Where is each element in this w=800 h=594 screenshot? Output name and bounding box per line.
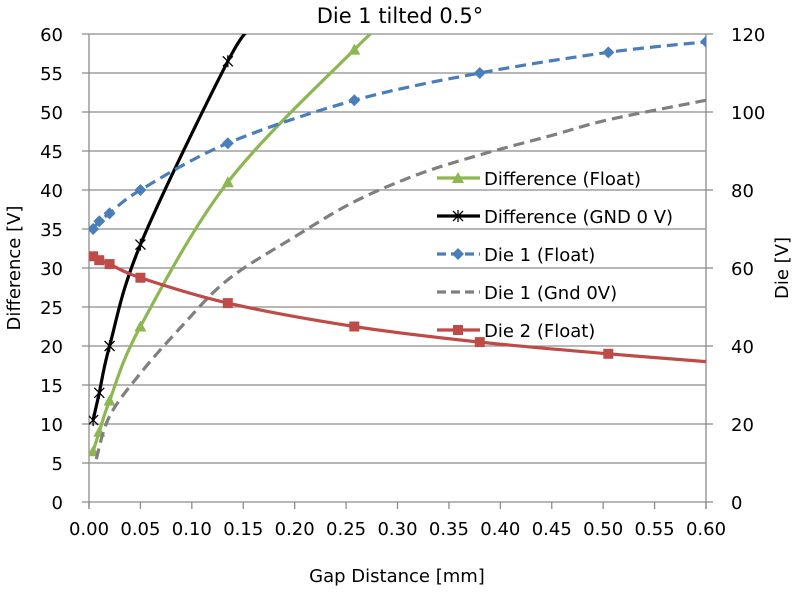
legend-marker (452, 172, 464, 183)
y2-tick-labels: 0 20 40 60 80 100 120 (731, 25, 765, 514)
x-tick-label: 0.05 (120, 519, 160, 540)
series-die-2-float (89, 251, 706, 364)
x-tick-label: 0.35 (429, 519, 469, 540)
legend-item: Die 1 (Float) (437, 245, 595, 266)
data-point (134, 184, 147, 196)
y-tick-label: 35 (40, 220, 63, 241)
data-point (603, 348, 614, 359)
data-point (89, 251, 99, 262)
legend-item: Die 1 (Gnd 0V) (437, 283, 617, 304)
series-die-1-gnd-0v (94, 98, 706, 460)
y-tick-label: 50 (40, 103, 63, 124)
data-point (103, 207, 116, 220)
y-tick-label: 60 (40, 25, 63, 46)
y-tick-label: 5 (52, 454, 63, 475)
data-point (104, 259, 115, 270)
legend-item: Difference (Float) (437, 169, 641, 190)
data-point (222, 55, 234, 68)
y-tick-label: 55 (40, 64, 63, 85)
data-point (103, 394, 116, 406)
y-tick-label: 20 (40, 337, 63, 358)
series-line (94, 98, 706, 460)
y-tick-label: 25 (40, 298, 63, 319)
y-tick-label: 15 (40, 376, 63, 397)
axes (88, 33, 713, 509)
series-layer (89, 34, 706, 460)
legend-label: Die 1 (Float) (484, 245, 595, 266)
data-point (473, 67, 486, 79)
y-tick-label: 45 (40, 142, 63, 163)
data-point (134, 238, 146, 251)
y-tick-label: 40 (40, 181, 63, 202)
x-tick-label: 0.55 (635, 519, 675, 540)
legend-label: Difference (Float) (484, 169, 641, 190)
x-tick-label: 0.10 (172, 519, 212, 540)
x-axis-title: Gap Distance [mm] (309, 566, 485, 587)
y-tick-labels: 0 5 10 15 20 25 30 35 40 45 50 55 60 (40, 25, 63, 514)
y-tick-label: 30 (40, 259, 63, 280)
y2-tick-label: 0 (731, 493, 742, 514)
series-line (91, 40, 706, 230)
x-tick-label: 0.40 (480, 519, 520, 540)
legend-marker (452, 210, 464, 222)
y-tick-label: 0 (52, 493, 63, 514)
series-line (91, 34, 247, 421)
legend-marker (453, 325, 463, 335)
legend-label: Difference (GND 0 V) (484, 207, 673, 228)
y2-tick-label: 100 (731, 103, 765, 124)
x-tick-label: 0.60 (686, 519, 726, 540)
data-point (104, 340, 116, 352)
data-point (134, 320, 147, 332)
y-tick-label: 10 (40, 415, 63, 436)
x-tick-label: 0.25 (326, 519, 366, 540)
x-tick-label: 0.50 (583, 519, 623, 540)
data-point (89, 414, 99, 427)
legend-item: Die 2 (Float) (437, 321, 595, 342)
y2-axis-title: Die [V] (772, 237, 793, 299)
grid (82, 33, 706, 503)
data-point (135, 272, 146, 283)
series-difference-gnd-0-v (89, 34, 247, 427)
y2-tick-label: 40 (731, 337, 754, 358)
x-tick-labels: 0.00 0.05 0.10 0.15 0.20 0.25 0.30 0.35 0.40 0.45… (69, 519, 726, 540)
legend: Difference (Float) Difference (GND 0 V) Di… (437, 169, 673, 342)
data-point (348, 94, 361, 107)
data-point (93, 386, 105, 399)
data-point (89, 223, 100, 235)
y2-tick-label: 80 (731, 181, 754, 202)
data-point (349, 321, 360, 332)
series-difference-float (89, 34, 373, 457)
x-tick-label: 0.30 (377, 519, 417, 540)
legend-marker (452, 248, 464, 260)
x-tick-label: 0.20 (275, 519, 315, 540)
y2-tick-label: 20 (731, 415, 754, 436)
y2-tick-label: 60 (731, 259, 754, 280)
legend-label: Die 2 (Float) (484, 321, 595, 342)
x-tick-label: 0.00 (69, 519, 109, 540)
chart-title: Die 1 tilted 0.5° (317, 4, 484, 28)
data-point (221, 137, 234, 150)
data-point (221, 176, 234, 188)
data-point (602, 46, 615, 59)
series-die-1-float (89, 35, 706, 235)
data-point (222, 298, 233, 309)
data-point (348, 43, 361, 55)
legend-item: Difference (GND 0 V) (437, 207, 673, 228)
x-tick-label: 0.45 (532, 519, 572, 540)
data-point (94, 255, 105, 266)
data-point (474, 337, 485, 348)
data-point (93, 215, 106, 228)
x-tick-label: 0.15 (223, 519, 263, 540)
y-axis-title: Difference [V] (4, 206, 25, 331)
y2-tick-label: 120 (731, 25, 765, 46)
data-point (700, 35, 706, 48)
legend-label: Die 1 (Gnd 0V) (484, 283, 617, 304)
